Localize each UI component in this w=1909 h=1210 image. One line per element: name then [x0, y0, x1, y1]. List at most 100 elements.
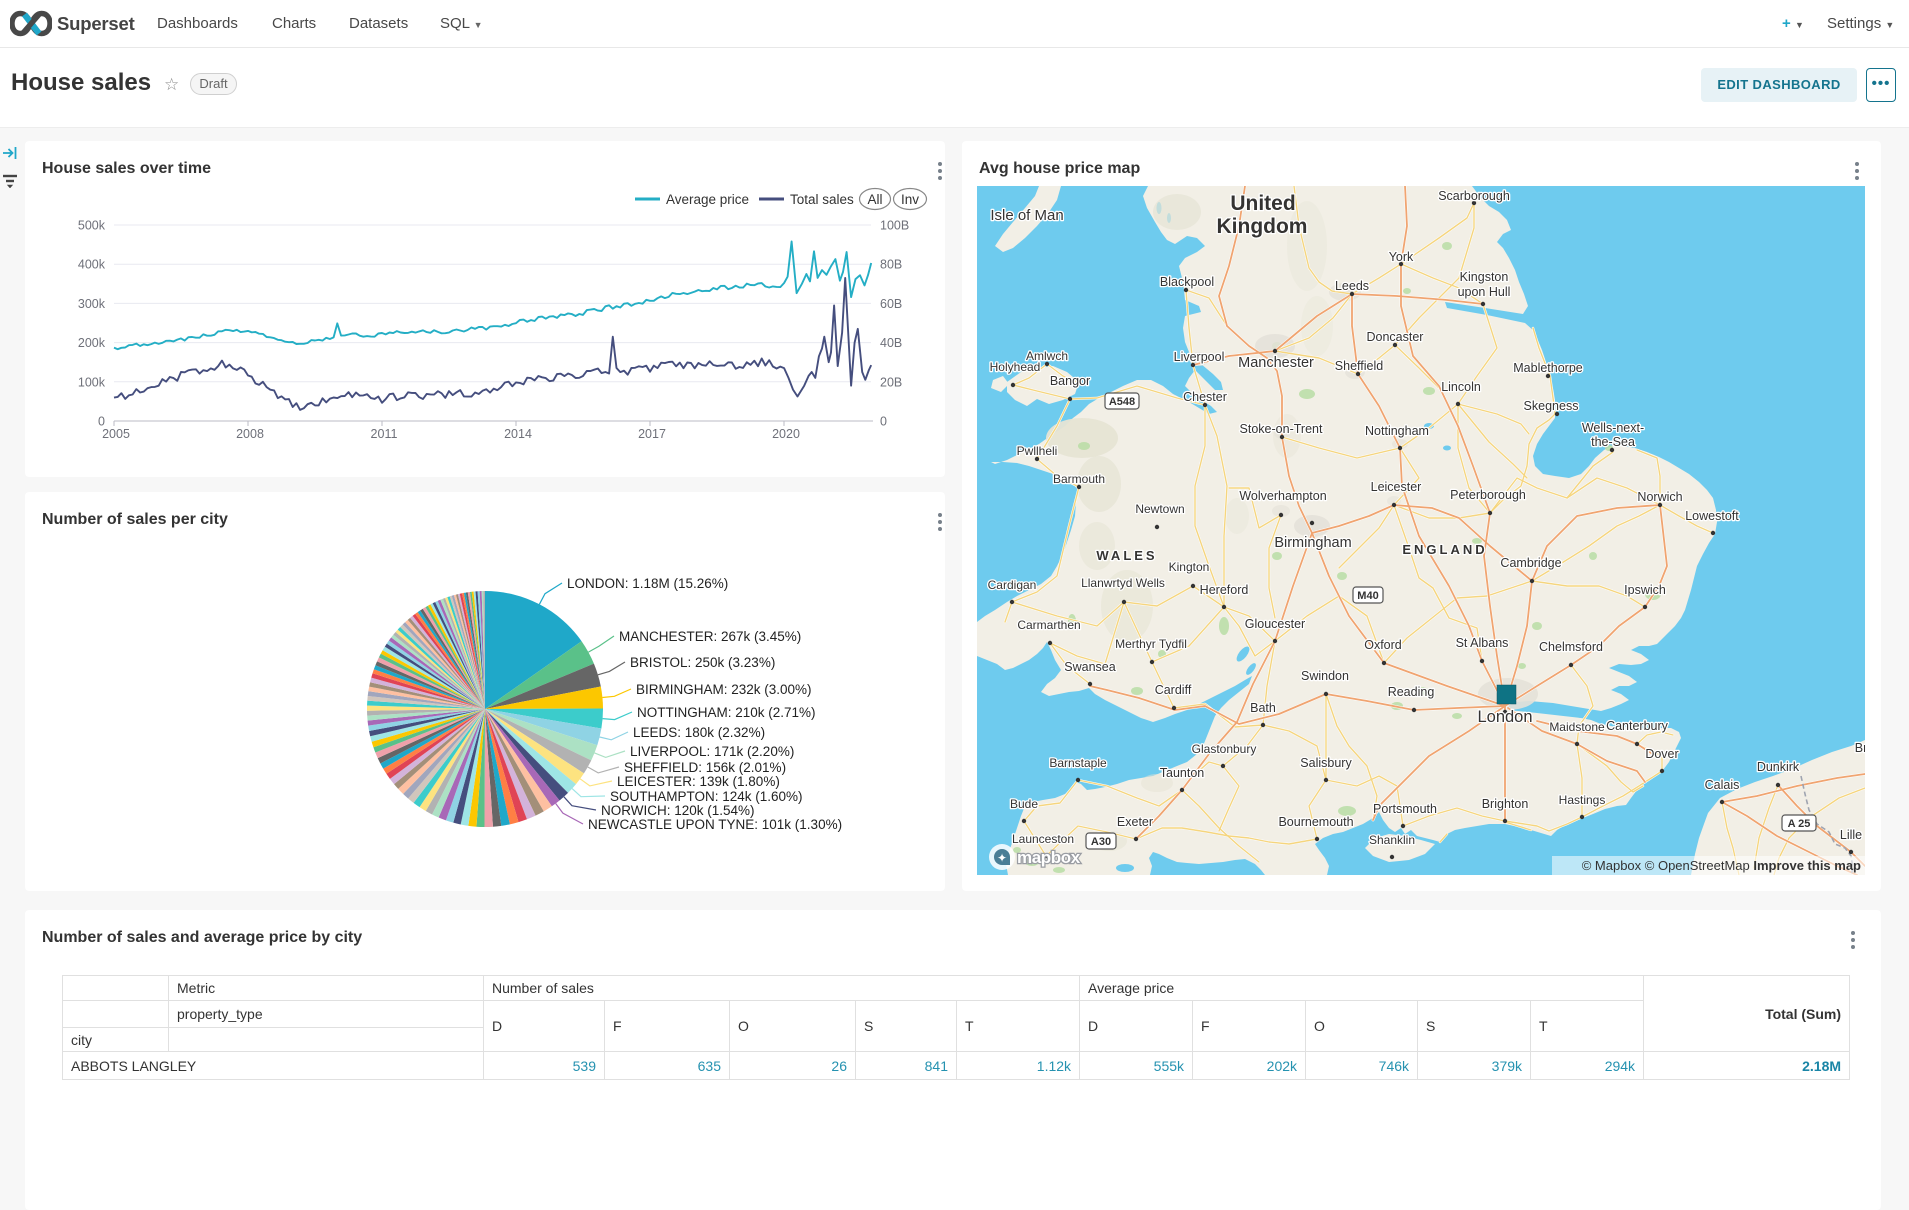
svg-text:NEWCASTLE UPON TYNE: 101k (1.3: NEWCASTLE UPON TYNE: 101k (1.30%)	[588, 817, 842, 832]
svg-text:60B: 60B	[880, 297, 902, 311]
svg-text:Swindon: Swindon	[1301, 669, 1349, 683]
svg-text:Isle of Man: Isle of Man	[990, 207, 1063, 224]
svg-text:2017: 2017	[638, 427, 666, 441]
svg-text:Cambridge: Cambridge	[1500, 556, 1561, 570]
svg-text:Bude: Bude	[1010, 797, 1038, 811]
svg-text:2020: 2020	[772, 427, 800, 441]
svg-text:Launceston: Launceston	[1012, 832, 1074, 846]
svg-text:mapbox: mapbox	[1017, 848, 1081, 867]
svg-text:A 25: A 25	[1788, 818, 1811, 830]
svg-text:Nottingham: Nottingham	[1365, 424, 1429, 438]
svg-text:Swansea: Swansea	[1064, 660, 1115, 674]
svg-text:Gloucester: Gloucester	[1245, 617, 1305, 631]
svg-text:Canterbury: Canterbury	[1606, 719, 1669, 733]
svg-text:Bournemouth: Bournemouth	[1278, 815, 1353, 829]
svg-text:Shanklin: Shanklin	[1369, 833, 1415, 847]
svg-text:200k: 200k	[78, 336, 106, 350]
svg-text:Newtown: Newtown	[1135, 502, 1184, 516]
svg-text:Leeds: Leeds	[1335, 279, 1369, 293]
svg-text:London: London	[1477, 708, 1532, 726]
svg-text:LEICESTER: 139k (1.80%): LEICESTER: 139k (1.80%)	[617, 774, 780, 789]
svg-text:NOTTINGHAM: 210k (2.71%): NOTTINGHAM: 210k (2.71%)	[637, 705, 816, 720]
svg-text:40B: 40B	[880, 336, 902, 350]
svg-text:Mablethorpe: Mablethorpe	[1513, 361, 1583, 375]
svg-text:Salisbury: Salisbury	[1300, 756, 1352, 770]
svg-text:Norwich: Norwich	[1637, 490, 1682, 504]
svg-text:Portsmouth: Portsmouth	[1373, 802, 1437, 816]
svg-text:300k: 300k	[78, 297, 106, 311]
svg-text:Hastings: Hastings	[1559, 793, 1606, 807]
svg-text:2011: 2011	[371, 427, 398, 441]
svg-text:LIVERPOOL: 171k (2.20%): LIVERPOOL: 171k (2.20%)	[630, 744, 794, 759]
svg-text:A30: A30	[1091, 836, 1111, 848]
svg-text:100k: 100k	[78, 375, 106, 389]
svg-text:Pwllheli: Pwllheli	[1017, 444, 1058, 458]
svg-text:Cardigan: Cardigan	[988, 578, 1037, 592]
svg-text:Kingston: Kingston	[1460, 270, 1509, 284]
svg-text:Lowestoft: Lowestoft	[1685, 509, 1739, 523]
svg-text:BRISTOL: 250k (3.23%): BRISTOL: 250k (3.23%)	[630, 655, 775, 670]
svg-text:Inv: Inv	[901, 192, 919, 207]
svg-text:Barmouth: Barmouth	[1053, 472, 1105, 486]
svg-text:BIRMINGHAM: 232k (3.00%): BIRMINGHAM: 232k (3.00%)	[636, 682, 812, 697]
svg-text:Llanwrtyd Wells: Llanwrtyd Wells	[1081, 576, 1165, 590]
svg-text:Kingdom: Kingdom	[1217, 215, 1308, 238]
svg-text:Bath: Bath	[1250, 701, 1276, 715]
svg-text:Bangor: Bangor	[1050, 374, 1090, 388]
svg-text:Kington: Kington	[1169, 560, 1210, 574]
svg-text:Hereford: Hereford	[1200, 583, 1249, 597]
svg-text:ENGLAND: ENGLAND	[1402, 542, 1487, 557]
svg-text:Dunkirk: Dunkirk	[1757, 760, 1800, 774]
svg-text:Leicester: Leicester	[1371, 480, 1422, 494]
svg-text:LEEDS: 180k (2.32%): LEEDS: 180k (2.32%)	[633, 725, 765, 740]
svg-text:✦: ✦	[997, 851, 1007, 865]
svg-text:Peterborough: Peterborough	[1450, 488, 1526, 502]
svg-text:© Mapbox © OpenStreetMap Impro: © Mapbox © OpenStreetMap Improve this ma…	[1582, 858, 1861, 873]
svg-text:Blackpool: Blackpool	[1160, 275, 1214, 289]
svg-text:Stoke-on-Trent: Stoke-on-Trent	[1240, 422, 1323, 436]
svg-text:York: York	[1389, 250, 1414, 264]
svg-text:Wolverhampton: Wolverhampton	[1239, 489, 1326, 503]
svg-text:A548: A548	[1109, 396, 1135, 408]
svg-text:Cardiff: Cardiff	[1155, 683, 1192, 697]
svg-text:Lincoln: Lincoln	[1441, 380, 1481, 394]
svg-text:NORWICH: 120k (1.54%): NORWICH: 120k (1.54%)	[601, 803, 755, 818]
svg-text:Holyhead: Holyhead	[990, 360, 1041, 374]
svg-text:Merthyr Tydfil: Merthyr Tydfil	[1115, 637, 1187, 651]
svg-text:Chelmsford: Chelmsford	[1539, 640, 1603, 654]
svg-text:LONDON: 1.18M (15.26%): LONDON: 1.18M (15.26%)	[567, 576, 728, 591]
svg-text:St Albans: St Albans	[1456, 636, 1509, 650]
svg-text:Average price: Average price	[666, 192, 749, 207]
svg-text:MANCHESTER: 267k (3.45%): MANCHESTER: 267k (3.45%)	[619, 629, 801, 644]
svg-text:SHEFFIELD: 156k (2.01%): SHEFFIELD: 156k (2.01%)	[624, 760, 786, 775]
svg-text:20B: 20B	[880, 375, 902, 389]
svg-text:Carmarthen: Carmarthen	[1017, 618, 1080, 632]
svg-text:Liverpool: Liverpool	[1174, 350, 1225, 364]
svg-text:Scarborough: Scarborough	[1438, 189, 1510, 203]
svg-text:Total sales: Total sales	[790, 192, 854, 207]
svg-text:All: All	[867, 192, 882, 207]
svg-text:Oxford: Oxford	[1364, 638, 1402, 652]
svg-text:WALES: WALES	[1096, 548, 1157, 563]
svg-text:Brighton: Brighton	[1482, 797, 1529, 811]
svg-text:Barnstaple: Barnstaple	[1049, 756, 1107, 770]
svg-text:0: 0	[98, 415, 105, 429]
svg-text:2005: 2005	[102, 427, 130, 441]
svg-text:Amlwch: Amlwch	[1026, 349, 1068, 363]
svg-text:Dover: Dover	[1645, 747, 1678, 761]
svg-text:Birmingham: Birmingham	[1274, 535, 1351, 551]
svg-text:2008: 2008	[236, 427, 264, 441]
svg-text:upon Hull: upon Hull	[1458, 285, 1511, 299]
svg-text:the-Sea: the-Sea	[1591, 435, 1635, 449]
svg-text:Wells-next-: Wells-next-	[1582, 421, 1644, 435]
svg-text:100B: 100B	[880, 219, 909, 233]
svg-text:Br: Br	[1855, 741, 1865, 755]
svg-text:Calais: Calais	[1705, 778, 1740, 792]
svg-text:United: United	[1230, 192, 1295, 215]
svg-text:Reading: Reading	[1388, 685, 1435, 699]
svg-text:Taunton: Taunton	[1160, 766, 1205, 780]
svg-text:Ipswich: Ipswich	[1624, 583, 1666, 597]
svg-text:SOUTHAMPTON: 124k (1.60%): SOUTHAMPTON: 124k (1.60%)	[610, 789, 803, 804]
svg-text:80B: 80B	[880, 258, 902, 272]
svg-text:500k: 500k	[78, 219, 106, 233]
